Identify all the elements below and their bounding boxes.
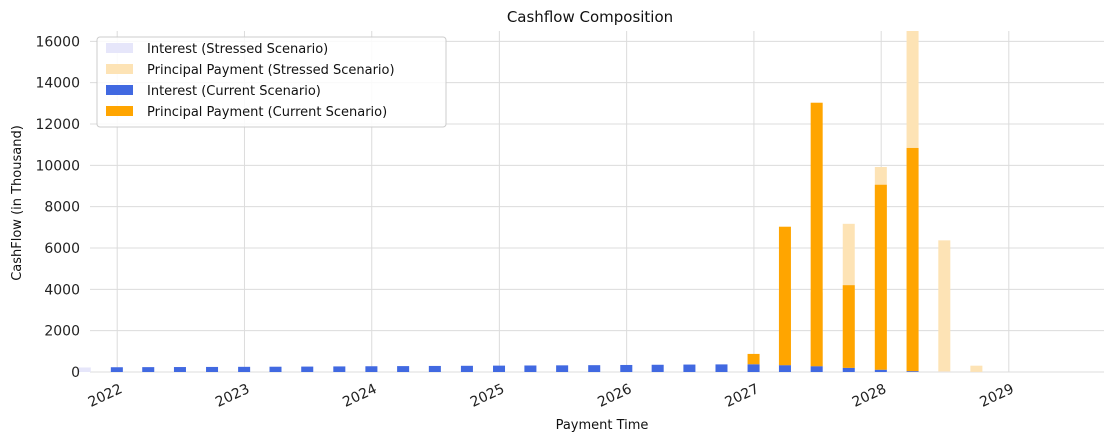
x-tick-label: 2026: [595, 381, 634, 411]
x-tick-label: 2022: [86, 381, 125, 411]
bar-interest-current: [173, 367, 186, 372]
bar-principal-current: [874, 184, 887, 370]
bar-interest-current: [428, 365, 441, 372]
y-tick-label: 2000: [44, 324, 80, 340]
legend-swatch-principal-current: [106, 106, 133, 116]
bar-interest-current: [238, 366, 251, 372]
y-tick-labels: 0 2000 4000 6000 8000 10000 12000 14000 16000: [35, 34, 80, 381]
bar-principal-current: [778, 226, 791, 366]
legend-swatch-principal-stressed: [106, 64, 133, 74]
y-axis-label: CashFlow (in Thousand): [10, 125, 25, 281]
y-tick-label: 10000: [35, 158, 80, 174]
bar-interest-current: [110, 367, 123, 372]
bar-interest-current: [397, 366, 410, 372]
legend-label-principal-stressed: Principal Payment (Stressed Scenario): [147, 63, 395, 78]
bar-interest-current: [715, 364, 728, 372]
x-tick-label: 2029: [977, 381, 1016, 411]
bar-interest-current: [206, 366, 219, 372]
chart-title: Cashflow Composition: [507, 8, 673, 26]
legend-swatch-interest-current: [106, 85, 133, 95]
bar-interest-current: [460, 365, 473, 372]
bar-principal-current: [747, 353, 760, 365]
y-tick-label: 0: [71, 365, 80, 381]
bar-principal-current: [906, 147, 919, 372]
bar-interest-current: [524, 365, 537, 372]
bar-interest-current: [906, 371, 919, 372]
bar-interest-current: [620, 364, 633, 372]
bar-interest-current: [556, 365, 569, 372]
bar-interest-stressed: [78, 367, 91, 372]
bar-interest-current: [333, 366, 346, 372]
bar-interest-current: [269, 366, 282, 372]
x-axis-label: Payment Time: [556, 418, 649, 433]
bar-interest-current: [747, 364, 760, 372]
x-tick-label: 2027: [723, 381, 762, 411]
bar-interest-current: [842, 367, 855, 372]
x-tick-labels: 2022 2023 2024 2025 2026 2027 2028 2029: [86, 381, 1017, 411]
y-tick-label: 8000: [44, 200, 80, 216]
bar-principal-stressed: [938, 240, 951, 372]
y-tick-label: 16000: [35, 34, 80, 50]
y-tick-label: 12000: [35, 117, 80, 133]
bar-interest-current: [365, 366, 378, 372]
bar-interest-current: [651, 364, 664, 372]
legend: Interest (Stressed Scenario) Principal P…: [96, 36, 447, 128]
legend-frame: [96, 36, 447, 128]
bar-interest-current: [874, 369, 887, 372]
legend-label-interest-stressed: Interest (Stressed Scenario): [147, 42, 328, 57]
legend-label-interest-current: Interest (Current Scenario): [147, 84, 321, 99]
bar-interest-current: [493, 365, 506, 372]
x-tick-label: 2023: [213, 381, 252, 411]
y-tick-label: 4000: [44, 282, 80, 298]
legend-swatch-interest-stressed: [106, 43, 133, 53]
x-tick-label: 2025: [468, 381, 507, 411]
bar-interest-current: [778, 365, 791, 372]
y-tick-label: 14000: [35, 76, 80, 92]
bar-interest-current: [301, 366, 314, 372]
bar-interest-current: [810, 366, 823, 372]
bar-principal-stressed: [970, 365, 983, 372]
bar-principal-current: [842, 285, 855, 368]
legend-label-principal-current: Principal Payment (Current Scenario): [147, 105, 387, 120]
bar-interest-current: [588, 365, 601, 372]
x-tick-label: 2024: [340, 381, 379, 411]
bar-principal-current: [810, 102, 823, 367]
bar-interest-current: [142, 367, 155, 372]
x-tick-label: 2028: [850, 381, 889, 411]
bars-layer: [78, 31, 983, 372]
bar-interest-current: [683, 364, 696, 372]
y-tick-label: 6000: [44, 241, 80, 257]
